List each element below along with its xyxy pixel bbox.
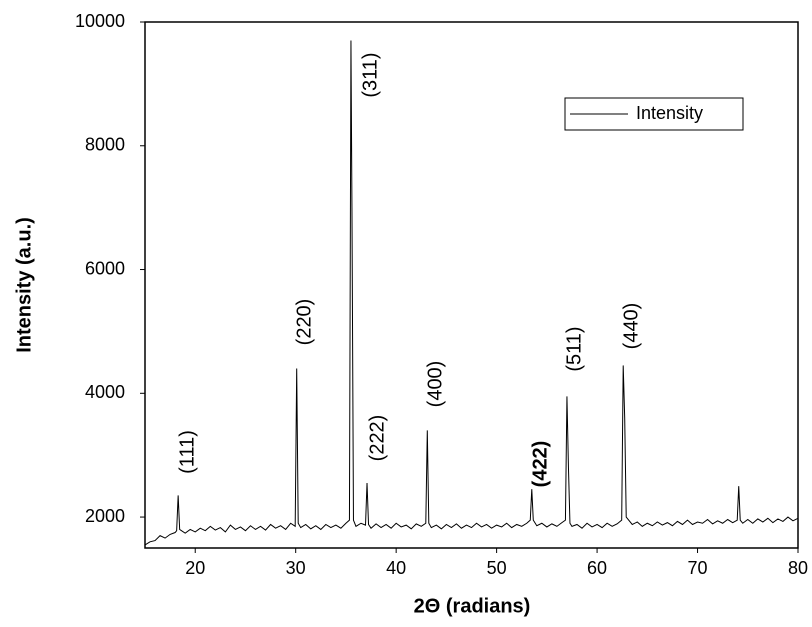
y-tick-label: 2000	[85, 506, 125, 526]
y-tick-label: 8000	[85, 135, 125, 155]
y-axis-title: Intensity (a.u.)	[13, 217, 35, 353]
y-tick-label: 10000	[75, 11, 125, 31]
x-tick-label: 50	[487, 558, 507, 578]
peak-label: (311)	[359, 52, 381, 97]
x-tick-label: 30	[286, 558, 306, 578]
x-tick-label: 70	[688, 558, 708, 578]
peak-label: (111)	[176, 430, 198, 474]
x-tick-label: 60	[587, 558, 607, 578]
peak-label: (511)	[563, 326, 585, 371]
y-tick-label: 4000	[85, 382, 125, 402]
y-tick-label: 6000	[85, 258, 125, 278]
chart: 2Θ (radians) Intensity (a.u.) 2000 4000 60…	[0, 0, 812, 627]
x-tick-label: 40	[386, 558, 406, 578]
peak-label: (222)	[366, 415, 388, 462]
peak-label: (220)	[293, 299, 315, 346]
peak-label: (400)	[424, 361, 446, 408]
x-axis-title: 2Θ (radians)	[414, 595, 531, 617]
page: {"chart_data": {"type": "line", "x_label…	[0, 0, 812, 627]
x-tick-label: 80	[788, 558, 808, 578]
x-tick-label: 20	[185, 558, 205, 578]
peak-label: (422)	[529, 441, 551, 488]
peak-label: (440)	[620, 303, 642, 350]
legend-label: Intensity	[636, 103, 703, 123]
